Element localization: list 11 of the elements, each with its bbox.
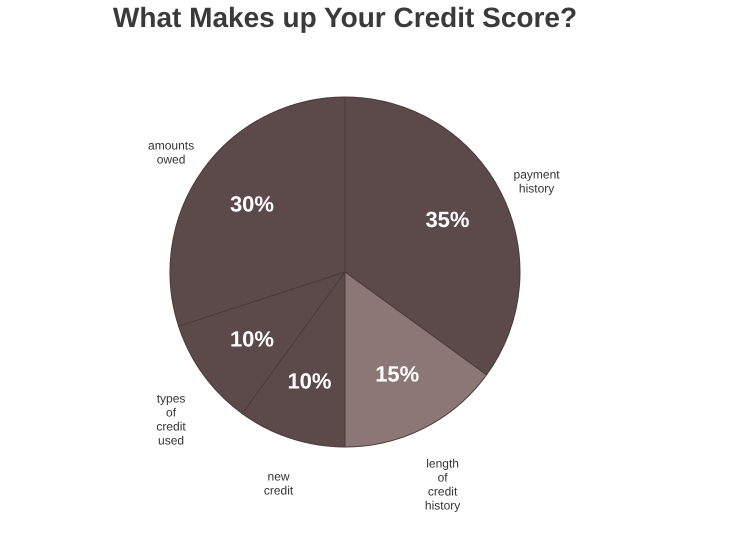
slice-label: length of credit history: [424, 456, 460, 513]
data-label: 30%: [230, 191, 274, 216]
data-label: 10%: [230, 326, 274, 352]
data-label: 15%: [375, 361, 420, 386]
data-label: 10%: [287, 368, 332, 394]
chart-title: What Makes up Your Credit Score?: [112, 2, 578, 33]
slice-label: amounts owed: [148, 138, 194, 167]
data-label: 35%: [425, 206, 470, 232]
slice-label: new credit: [264, 469, 294, 498]
slice-label: types of credit used: [156, 391, 186, 448]
slice-label: payment history: [514, 167, 560, 196]
